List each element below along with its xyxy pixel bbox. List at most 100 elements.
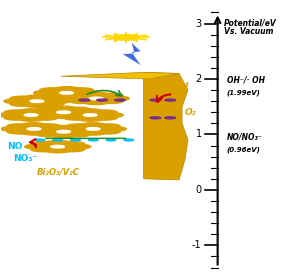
Circle shape: [10, 102, 35, 106]
Circle shape: [25, 144, 50, 149]
Circle shape: [7, 124, 32, 129]
Circle shape: [33, 110, 58, 115]
Circle shape: [69, 93, 94, 98]
Circle shape: [39, 93, 65, 98]
Circle shape: [83, 114, 97, 116]
Circle shape: [30, 129, 56, 134]
Circle shape: [57, 130, 71, 133]
Text: 0: 0: [196, 185, 202, 195]
Circle shape: [20, 113, 42, 117]
Circle shape: [36, 129, 61, 134]
Circle shape: [66, 144, 91, 149]
Circle shape: [89, 139, 98, 141]
Circle shape: [63, 115, 88, 120]
Polygon shape: [144, 72, 188, 180]
Text: Potential/eV: Potential/eV: [224, 18, 276, 27]
Circle shape: [30, 110, 56, 115]
Circle shape: [81, 130, 106, 135]
Text: NO₃⁻: NO₃⁻: [13, 154, 37, 163]
Circle shape: [69, 93, 94, 98]
Circle shape: [84, 92, 109, 97]
Circle shape: [25, 95, 49, 100]
Circle shape: [10, 96, 35, 101]
Circle shape: [31, 142, 56, 146]
Circle shape: [22, 123, 46, 127]
Circle shape: [66, 124, 91, 129]
Circle shape: [51, 145, 65, 148]
Circle shape: [79, 99, 90, 101]
Circle shape: [39, 102, 64, 106]
Polygon shape: [61, 72, 179, 79]
Circle shape: [101, 127, 126, 131]
Circle shape: [60, 127, 85, 131]
Circle shape: [19, 116, 43, 121]
Circle shape: [53, 139, 62, 141]
Circle shape: [106, 139, 116, 141]
Text: 1: 1: [196, 129, 202, 139]
Text: NO/NO₃⁻: NO/NO₃⁻: [227, 132, 263, 141]
Circle shape: [92, 115, 117, 120]
Circle shape: [165, 99, 176, 101]
Circle shape: [60, 92, 73, 94]
Circle shape: [25, 103, 49, 107]
Circle shape: [85, 96, 107, 101]
Text: -1: -1: [192, 240, 202, 250]
Circle shape: [27, 128, 41, 130]
Circle shape: [69, 88, 94, 92]
Circle shape: [79, 113, 101, 117]
Circle shape: [84, 100, 109, 105]
Circle shape: [37, 132, 62, 137]
Circle shape: [57, 113, 82, 117]
Circle shape: [39, 96, 64, 101]
Circle shape: [66, 127, 91, 131]
Circle shape: [23, 127, 45, 131]
Circle shape: [54, 87, 79, 91]
Text: (1.99eV): (1.99eV): [227, 90, 260, 96]
Text: 2: 2: [195, 74, 202, 84]
Circle shape: [72, 110, 97, 115]
Circle shape: [19, 109, 43, 113]
Circle shape: [111, 35, 141, 40]
Circle shape: [150, 99, 161, 101]
Circle shape: [66, 113, 91, 117]
Circle shape: [35, 139, 45, 141]
Circle shape: [0, 113, 23, 117]
Circle shape: [97, 99, 107, 101]
Circle shape: [54, 94, 79, 99]
Circle shape: [95, 129, 120, 134]
Polygon shape: [123, 43, 141, 65]
Circle shape: [46, 144, 69, 149]
Circle shape: [60, 142, 85, 146]
Circle shape: [22, 130, 46, 135]
Circle shape: [81, 123, 106, 127]
Circle shape: [24, 114, 38, 116]
Circle shape: [39, 113, 64, 117]
Circle shape: [55, 91, 78, 95]
Text: ·OH: ·OH: [170, 82, 189, 91]
Circle shape: [4, 115, 29, 120]
Circle shape: [51, 125, 76, 130]
Text: O₂: O₂: [185, 108, 197, 117]
Circle shape: [45, 148, 70, 153]
Circle shape: [37, 113, 62, 117]
Circle shape: [1, 127, 26, 131]
Circle shape: [36, 124, 61, 129]
Circle shape: [4, 110, 29, 115]
Text: 3: 3: [196, 18, 202, 29]
Circle shape: [63, 110, 88, 115]
Circle shape: [66, 132, 91, 137]
Text: Bi₂O₃/V₂C: Bi₂O₃/V₂C: [37, 167, 80, 176]
Circle shape: [150, 117, 161, 119]
Circle shape: [78, 109, 103, 113]
Circle shape: [51, 114, 76, 118]
Circle shape: [98, 93, 123, 98]
Circle shape: [7, 129, 32, 134]
Text: Vs. Vacuum: Vs. Vacuum: [224, 27, 273, 36]
Circle shape: [95, 124, 120, 129]
Text: NO: NO: [7, 143, 23, 151]
Circle shape: [78, 116, 103, 121]
Circle shape: [71, 139, 80, 141]
Circle shape: [45, 141, 70, 145]
Circle shape: [45, 99, 70, 104]
Circle shape: [51, 106, 76, 111]
